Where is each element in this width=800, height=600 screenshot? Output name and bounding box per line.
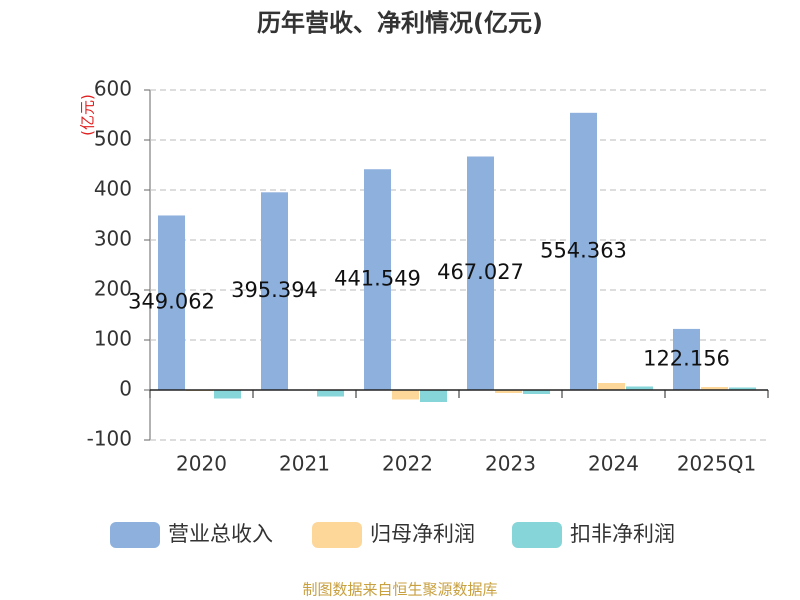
- data-label: 395.394: [231, 278, 318, 302]
- y-tick-label: 500: [94, 127, 132, 151]
- x-tick-label: 2025Q1: [677, 452, 756, 476]
- data-label: 467.027: [437, 260, 524, 284]
- bar: [598, 383, 625, 390]
- legend-label: 归母净利润: [370, 522, 475, 546]
- source-note: 制图数据来自恒生聚源数据库: [302, 581, 497, 599]
- data-label: 554.363: [540, 238, 627, 262]
- bar: [317, 390, 344, 397]
- data-label: 349.062: [128, 290, 215, 314]
- x-tick-label: 2022: [382, 452, 433, 476]
- bar: [626, 386, 653, 390]
- y-tick-label: 100: [94, 327, 132, 351]
- data-label: 441.549: [334, 267, 421, 291]
- x-tick-label: 2021: [279, 452, 330, 476]
- x-tick-label: 2020: [176, 452, 227, 476]
- x-tick-label: 2024: [588, 452, 639, 476]
- bar: [158, 215, 185, 390]
- y-axis-label: (亿元): [79, 94, 97, 136]
- legend-swatch: [512, 522, 562, 548]
- bar: [214, 390, 241, 399]
- bar: [467, 156, 494, 390]
- bar: [420, 390, 447, 402]
- legend-swatch: [110, 522, 160, 548]
- legend-label: 营业总收入: [168, 522, 273, 546]
- x-tick-label: 2023: [485, 452, 536, 476]
- bar: [729, 387, 756, 390]
- bar: [392, 390, 419, 400]
- y-tick-label: 200: [94, 277, 132, 301]
- bar: [261, 192, 288, 390]
- chart-title: 历年营收、净利情况(亿元): [257, 9, 543, 37]
- bar: [495, 390, 522, 393]
- bar: [523, 390, 550, 394]
- y-tick-label: -100: [87, 427, 132, 451]
- bar: [570, 112, 597, 391]
- y-tick-label: 600: [94, 77, 132, 101]
- y-tick-label: 300: [94, 227, 132, 251]
- y-tick-label: 0: [119, 377, 132, 401]
- bar: [364, 169, 391, 390]
- legend-label: 扣非净利润: [570, 522, 675, 546]
- bar: [701, 387, 728, 390]
- bar: [673, 328, 700, 390]
- y-tick-label: 400: [94, 177, 132, 201]
- data-label: 122.156: [643, 346, 730, 370]
- legend-swatch: [312, 522, 362, 548]
